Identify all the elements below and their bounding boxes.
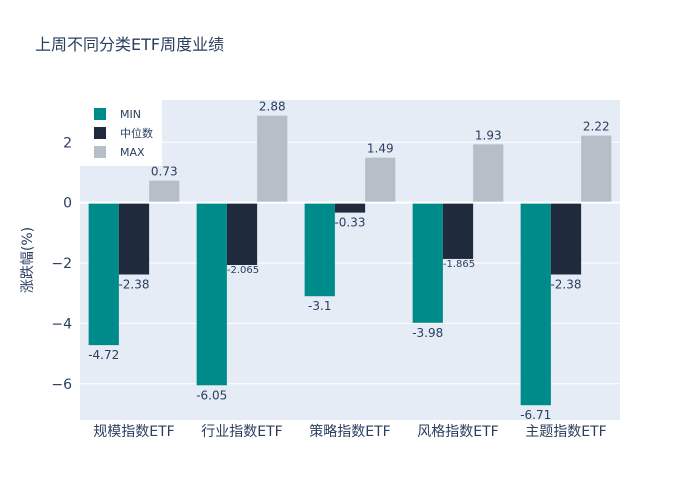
legend-swatch xyxy=(94,146,106,158)
data-label: -1.865 xyxy=(443,259,475,270)
legend-label[interactable]: MIN xyxy=(120,108,141,121)
bar xyxy=(334,202,366,213)
y-tick-label: −2 xyxy=(51,256,72,272)
legend-swatch xyxy=(94,127,106,139)
data-label: -6.71 xyxy=(520,408,551,422)
y-tick-label: −4 xyxy=(51,316,72,332)
x-tick-label: 策略指数ETF xyxy=(309,423,390,440)
x-tick-label: 行业指数ETF xyxy=(201,424,282,440)
x-tick-label: 主题指数ETF xyxy=(525,424,606,440)
y-tick-label: −6 xyxy=(51,377,72,393)
x-tick-label: 风格指数ETF xyxy=(417,424,498,440)
data-label: -4.72 xyxy=(88,348,119,362)
legend-label[interactable]: 中位数 xyxy=(120,126,153,140)
bar xyxy=(118,202,150,275)
data-label: -2.065 xyxy=(227,265,259,276)
legend-swatch xyxy=(94,108,106,120)
data-label: 2.22 xyxy=(583,120,610,134)
data-label: -2.38 xyxy=(118,277,149,291)
data-label: -6.05 xyxy=(196,388,227,402)
data-label: -3.1 xyxy=(308,299,331,313)
bar xyxy=(88,202,119,346)
data-label: -2.38 xyxy=(550,277,581,291)
bar xyxy=(412,202,443,323)
chart-title: 上周不同分类ETF周度业绩 xyxy=(35,35,224,54)
bar xyxy=(257,115,288,203)
legend-label[interactable]: MAX xyxy=(120,146,145,159)
data-label: 2.88 xyxy=(259,100,286,114)
bar xyxy=(365,157,396,203)
legend[interactable]: MIN 中位数 MAX xyxy=(80,100,162,166)
data-label: -0.33 xyxy=(334,216,365,230)
bar xyxy=(550,202,582,275)
data-label: 1.49 xyxy=(367,142,394,156)
bar xyxy=(520,202,551,406)
data-label: 1.93 xyxy=(475,128,502,142)
y-tick-label: 2 xyxy=(63,135,72,151)
bar xyxy=(149,180,180,203)
bar xyxy=(473,144,504,203)
x-tick-label: 规模指数ETF xyxy=(93,424,174,440)
legend-background xyxy=(80,100,162,166)
bar xyxy=(442,202,474,259)
bar xyxy=(581,135,612,203)
bar xyxy=(196,202,227,386)
data-label: 0.73 xyxy=(151,165,178,179)
y-axis-label: 涨跌幅(%) xyxy=(20,227,36,293)
y-tick-label: 0 xyxy=(63,196,72,212)
bar xyxy=(226,202,258,265)
plot-area: −6 −4 −2 0 2 -4.72 -2.38 0.73 规模指数ETF -6.05 -2.065… xyxy=(51,100,620,440)
data-label: -3.98 xyxy=(412,326,443,340)
bar xyxy=(304,202,335,297)
